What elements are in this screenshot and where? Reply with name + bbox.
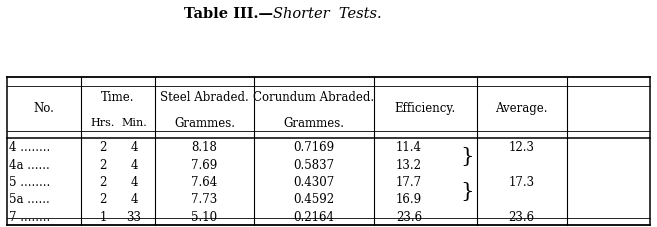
Text: Corundum Abraded.: Corundum Abraded. bbox=[254, 91, 374, 104]
Text: 7.73: 7.73 bbox=[191, 192, 217, 205]
Text: Steel Abraded.: Steel Abraded. bbox=[160, 91, 249, 104]
Text: 7 ........: 7 ........ bbox=[9, 210, 51, 223]
Text: 4: 4 bbox=[130, 192, 138, 205]
Text: Min.: Min. bbox=[121, 118, 147, 128]
Text: 17.3: 17.3 bbox=[509, 175, 535, 188]
Text: Shorter  Tests.: Shorter Tests. bbox=[273, 7, 381, 21]
Text: Hrs.: Hrs. bbox=[91, 118, 115, 128]
Text: 23.6: 23.6 bbox=[396, 210, 422, 223]
Text: 1: 1 bbox=[99, 210, 106, 223]
Text: 16.9: 16.9 bbox=[396, 192, 422, 205]
Text: 5a ......: 5a ...... bbox=[9, 192, 50, 205]
Text: 0.4592: 0.4592 bbox=[294, 192, 334, 205]
Text: 5.10: 5.10 bbox=[191, 210, 217, 223]
Text: 4 ........: 4 ........ bbox=[9, 141, 51, 154]
Text: 2: 2 bbox=[99, 175, 106, 188]
Text: 17.7: 17.7 bbox=[396, 175, 422, 188]
Text: 23.6: 23.6 bbox=[509, 210, 535, 223]
Text: 0.7169: 0.7169 bbox=[294, 141, 334, 154]
Text: 0.2164: 0.2164 bbox=[294, 210, 334, 223]
Text: Average.: Average. bbox=[495, 102, 548, 115]
Text: 33: 33 bbox=[126, 210, 141, 223]
Text: 2: 2 bbox=[99, 192, 106, 205]
Text: 0.4307: 0.4307 bbox=[294, 175, 334, 188]
Text: 4: 4 bbox=[130, 141, 138, 154]
Text: Table III.—: Table III.— bbox=[184, 7, 273, 21]
Text: 11.4: 11.4 bbox=[396, 141, 422, 154]
Text: Grammes.: Grammes. bbox=[284, 116, 344, 129]
Text: 4a ......: 4a ...... bbox=[9, 158, 50, 171]
Text: 7.69: 7.69 bbox=[191, 158, 217, 171]
Text: Efficiency.: Efficiency. bbox=[394, 102, 456, 115]
Text: 4: 4 bbox=[130, 175, 138, 188]
Text: 4: 4 bbox=[130, 158, 138, 171]
Text: 8.18: 8.18 bbox=[192, 141, 217, 154]
Text: }: } bbox=[461, 146, 474, 165]
Text: 2: 2 bbox=[99, 158, 106, 171]
Text: Time.: Time. bbox=[101, 91, 135, 104]
Text: No.: No. bbox=[33, 102, 54, 115]
Text: Grammes.: Grammes. bbox=[174, 116, 235, 129]
Text: 0.5837: 0.5837 bbox=[294, 158, 334, 171]
Text: 5 ........: 5 ........ bbox=[9, 175, 51, 188]
Text: 2: 2 bbox=[99, 141, 106, 154]
Text: 7.64: 7.64 bbox=[191, 175, 217, 188]
Text: 13.2: 13.2 bbox=[396, 158, 422, 171]
Text: 12.3: 12.3 bbox=[509, 141, 535, 154]
Text: }: } bbox=[461, 181, 474, 200]
